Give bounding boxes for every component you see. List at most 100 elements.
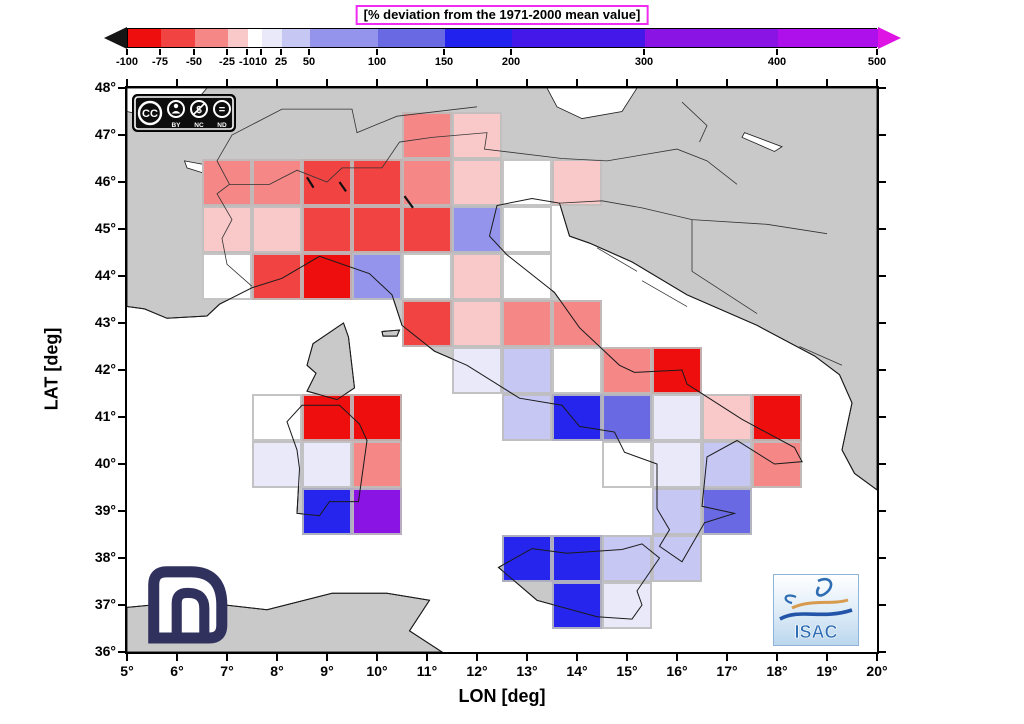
x-tick-top [326, 79, 328, 86]
cc-license-badge: CC $ = BY NC ND [132, 94, 236, 137]
y-tick-label: 47° [94, 126, 116, 142]
grid-cell [652, 487, 702, 535]
x-tick-top [776, 79, 778, 86]
colorbar-tick-label: 10 [254, 56, 268, 68]
x-tick-top [676, 79, 678, 86]
grid-cell [352, 440, 402, 488]
x-tick [176, 654, 178, 661]
y-axis-title: LAT [deg] [41, 327, 62, 411]
x-tick [376, 654, 378, 661]
x-tick-label: 9° [320, 663, 334, 679]
grid-cell [402, 299, 452, 347]
y-tick-right [879, 557, 886, 559]
colorbar-segment [228, 29, 248, 47]
y-tick-label: 43° [94, 314, 116, 330]
colorbar-segment [195, 29, 228, 47]
grid-cell [602, 393, 652, 441]
grid-cell [452, 205, 502, 253]
colorbar-segment [512, 29, 645, 47]
x-tick-label: 13° [516, 663, 538, 679]
grid-cell [602, 346, 652, 394]
grid-cell [552, 158, 602, 206]
grid-cell [552, 299, 602, 347]
y-tick-right [879, 228, 886, 230]
grid-cell [602, 534, 652, 582]
y-tick [118, 416, 125, 418]
colorbar-tick-label: 150 [434, 56, 454, 68]
grid-cell [452, 252, 502, 300]
grid-cell [452, 346, 502, 394]
colorbar [127, 28, 878, 48]
x-tick-label: 18° [766, 663, 788, 679]
y-tick-label: 46° [94, 173, 116, 189]
x-tick-label: 8° [270, 663, 284, 679]
grid-cell [752, 393, 802, 441]
cc-icon: CC [142, 108, 158, 120]
grid-cell [352, 158, 402, 206]
colorbar-tick [126, 49, 128, 55]
x-tick-top [876, 79, 878, 86]
grid-cell [202, 205, 252, 253]
colorbar-tick-label: 300 [634, 56, 654, 68]
colorbar-tick-label: 25 [274, 56, 288, 68]
grid-cell [452, 158, 502, 206]
colorbar-tick-label: 50 [302, 56, 316, 68]
y-tick-label: 37° [94, 596, 116, 612]
colorbar-tick-label: -50 [186, 56, 202, 68]
x-tick-label: 16° [666, 663, 688, 679]
x-tick [126, 654, 128, 661]
grid-cell [402, 111, 452, 159]
grid-cell [502, 299, 552, 347]
colorbar-tick-label: -75 [152, 56, 168, 68]
colorbar-right-arrow [878, 27, 901, 49]
x-tick-top [526, 79, 528, 86]
y-tick-label: 44° [94, 267, 116, 283]
x-tick [476, 654, 478, 661]
colorbar-tick [776, 49, 778, 55]
x-tick-top [376, 79, 378, 86]
y-tick-right [879, 181, 886, 183]
colorbar-left-arrow [104, 27, 127, 49]
colorbar-segment [378, 29, 445, 47]
grid-cell [552, 393, 602, 441]
y-tick [118, 510, 125, 512]
x-tick-top [726, 79, 728, 86]
grid-cell [602, 581, 652, 629]
y-tick-right [879, 416, 886, 418]
x-tick-label: 19° [816, 663, 838, 679]
y-tick [118, 557, 125, 559]
y-tick-right [879, 322, 886, 324]
x-tick [576, 654, 578, 661]
grid-cell [352, 205, 402, 253]
colorbar-tick-label: -10 [239, 56, 255, 68]
x-tick-label: 20° [866, 663, 888, 679]
x-tick-top [826, 79, 828, 86]
colorbar-tick-label: 100 [367, 56, 387, 68]
x-tick-label: 11° [416, 663, 438, 679]
colorbar-tick [643, 49, 645, 55]
y-tick-right [879, 275, 886, 277]
grid-cell [252, 205, 302, 253]
y-tick [118, 87, 125, 89]
colorbar-tick [159, 49, 161, 55]
grid-cell [452, 111, 502, 159]
colorbar-segment [645, 29, 778, 47]
x-tick [426, 654, 428, 661]
colorbar-tick [193, 49, 195, 55]
grid-cell [302, 440, 352, 488]
colorbar-tick-label: -25 [219, 56, 235, 68]
cnr-logo [139, 560, 231, 652]
grid-cell [402, 252, 452, 300]
y-tick-label: 36° [94, 643, 116, 659]
grid-cell [502, 158, 552, 206]
colorbar-tick-label: 400 [767, 56, 787, 68]
y-tick-label: 45° [94, 220, 116, 236]
y-tick [118, 463, 125, 465]
y-tick-label: 41° [94, 408, 116, 424]
x-tick [676, 654, 678, 661]
grid-cell [252, 393, 302, 441]
y-tick [118, 322, 125, 324]
x-tick-label: 5° [120, 663, 134, 679]
x-tick [626, 654, 628, 661]
